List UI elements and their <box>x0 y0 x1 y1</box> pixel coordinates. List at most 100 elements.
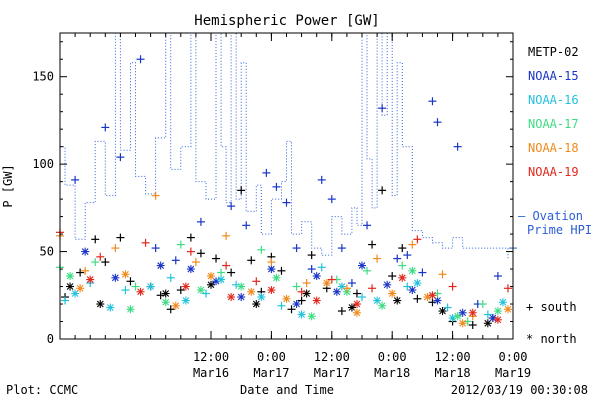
metp-02-south-point <box>352 289 361 298</box>
star-d2 <box>207 272 215 280</box>
star-d2 <box>383 281 391 289</box>
noaa-16-north-point <box>181 296 190 305</box>
metp-02-south-point <box>247 256 256 265</box>
noaa-18-south-point <box>222 231 231 240</box>
star-d2 <box>308 312 316 320</box>
noaa-15-north-point <box>81 247 90 256</box>
noaa-16-south-point <box>121 286 130 295</box>
star-d2 <box>247 288 255 296</box>
data-points <box>56 55 512 330</box>
noaa-17-south-point <box>91 258 100 267</box>
noaa-15-south-point <box>116 153 125 162</box>
noaa-15-south-point <box>101 123 110 132</box>
metp-02-south-point <box>468 321 477 330</box>
star-d2 <box>353 309 361 317</box>
noaa-15-north-point <box>186 265 195 274</box>
noaa-18-north-point <box>322 279 331 288</box>
ovation-label-line2: Prime HPI <box>527 223 592 237</box>
star-d2 <box>162 298 170 306</box>
noaa-17-north-point <box>126 305 135 314</box>
noaa-15-north-point <box>156 261 165 270</box>
noaa-15-south-point <box>171 256 180 265</box>
noaa-16-north-point <box>257 293 266 302</box>
legend-noaa-19: NOAA-19 <box>528 165 579 179</box>
noaa-16-south-point <box>403 282 412 291</box>
y-tick-label: 50 <box>40 245 54 259</box>
noaa-15-south-point <box>337 244 346 253</box>
metp-02-south-point <box>101 258 110 267</box>
noaa-15-north-point <box>111 273 120 282</box>
noaa-15-south-point <box>272 182 281 191</box>
noaa-19-north-point <box>136 287 145 296</box>
noaa-19-south-point <box>448 282 457 291</box>
x-tick-date-label: Mar18 <box>374 366 410 380</box>
metp-02-north-point <box>302 289 311 298</box>
noaa-19-north-point <box>468 308 477 317</box>
noaa-18-south-point <box>151 191 160 200</box>
noaa-16-north-point <box>146 282 155 291</box>
metp-02-south-point <box>196 249 205 258</box>
star-d2 <box>429 291 436 299</box>
noaa-17-south-point <box>398 261 407 270</box>
star-d2 <box>504 305 512 313</box>
metp-02-south-point <box>307 251 316 260</box>
x-axis-label: Date and Time <box>240 383 334 397</box>
x-tick-time-label: 12:00 <box>193 350 229 364</box>
metp-02-north-point <box>207 280 215 289</box>
noaa-19-south-point <box>368 284 377 293</box>
noaa-16-south-point <box>201 289 210 298</box>
noaa-18-south-point <box>438 270 447 279</box>
noaa-19-north-point <box>86 275 95 284</box>
star-d2 <box>81 248 89 255</box>
noaa-18-north-point <box>352 308 361 317</box>
noaa-15-south-point <box>418 268 427 277</box>
noaa-19-south-point <box>252 277 261 286</box>
noaa-15-south-point <box>307 265 316 274</box>
noaa-18-north-point <box>207 272 215 281</box>
noaa-15-north-point <box>408 286 417 295</box>
noaa-19-south-point <box>413 235 422 244</box>
metp-02-south-point <box>378 186 387 195</box>
noaa-15-south-point <box>433 118 442 127</box>
metp-02-north-point <box>252 300 261 309</box>
noaa-17-north-point <box>453 312 462 321</box>
star-d2 <box>187 265 195 273</box>
noaa-15-south-point <box>136 55 145 64</box>
noaa-15-south-point <box>378 104 387 113</box>
metp-02-south-point <box>186 233 195 242</box>
y-axis-label: P [GW] <box>1 164 15 207</box>
noaa-15-south-point <box>363 221 372 230</box>
metp-02-north-point <box>161 289 170 298</box>
plot-frame <box>59 32 514 340</box>
star-d2 <box>338 283 346 290</box>
noaa-15-south-point <box>403 251 412 260</box>
noaa-18-north-point <box>282 294 291 303</box>
noaa-15-south-point <box>428 97 437 106</box>
metp-02-north-point <box>393 296 402 305</box>
noaa-19-south-point <box>327 275 336 284</box>
noaa-15-south-point <box>151 244 160 253</box>
noaa-17-north-point <box>66 272 75 281</box>
noaa-15-north-point <box>458 308 467 317</box>
star-d2 <box>413 279 421 287</box>
noaa-18-north-point <box>503 305 512 314</box>
star-d2 <box>353 300 361 308</box>
noaa-15-south-point <box>196 217 205 226</box>
x-tick-date-label: Mar16 <box>193 366 229 380</box>
star-d2 <box>197 286 205 294</box>
star-d2 <box>373 297 381 304</box>
noaa-19-north-point <box>493 315 502 324</box>
star-d2 <box>137 288 144 296</box>
noaa-17-south-point <box>292 282 301 291</box>
star-d2 <box>66 283 74 290</box>
star-d2 <box>268 265 275 273</box>
noaa-15-south-point <box>227 202 236 211</box>
noaa-15-south-point <box>453 142 462 151</box>
metp-02-south-point <box>76 268 85 277</box>
star-d2 <box>207 281 215 289</box>
star-d2 <box>333 288 341 296</box>
star-d2 <box>459 309 467 317</box>
y-tick-label: 150 <box>32 70 54 84</box>
noaa-18-south-point <box>191 258 200 267</box>
